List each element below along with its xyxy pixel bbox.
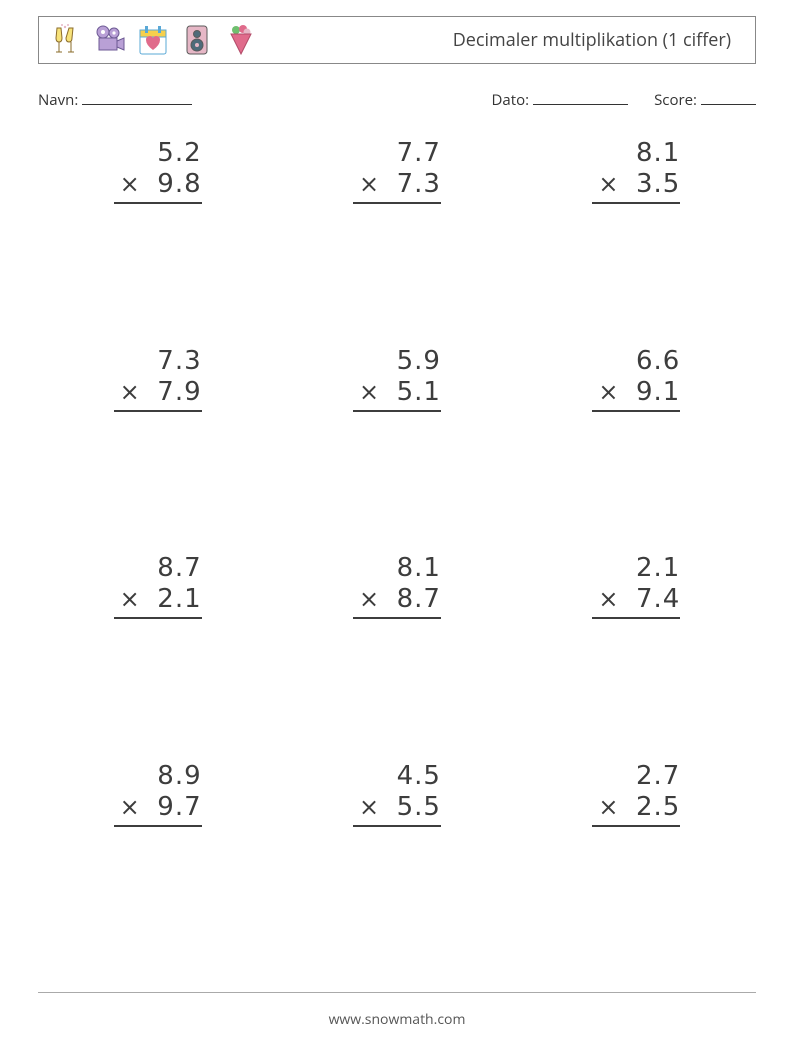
answer-bar — [592, 825, 680, 827]
name-label: Navn: — [38, 90, 78, 110]
multiply-operator: × — [598, 170, 622, 199]
multiplicand: 8.1 — [383, 553, 441, 584]
answer-bar — [353, 202, 441, 204]
answer-bar — [353, 617, 441, 619]
problem-1: 5.2×9.8 — [38, 130, 277, 338]
answer-bar — [114, 202, 202, 204]
answer-bar — [592, 617, 680, 619]
multiply-operator: × — [359, 378, 383, 407]
multiplier: 9.1 — [622, 377, 680, 408]
problem-12: 2.7×2.5 — [517, 753, 756, 961]
worksheet-page: Decimaler multiplikation (1 ciffer) Navn… — [0, 0, 794, 1053]
multiplier: 8.7 — [383, 584, 441, 615]
multiplicand: 7.7 — [383, 138, 441, 169]
funnel-icon — [223, 22, 259, 58]
answer-bar — [353, 410, 441, 412]
multiply-operator: × — [120, 378, 144, 407]
multiplier: 7.9 — [144, 377, 202, 408]
multiplier: 7.4 — [622, 584, 680, 615]
problem-4: 7.3×7.9 — [38, 338, 277, 546]
answer-bar — [353, 825, 441, 827]
multiplicand: 5.9 — [383, 346, 441, 377]
problem-6: 6.6×9.1 — [517, 338, 756, 546]
multiplicand: 8.7 — [144, 553, 202, 584]
movie-camera-icon — [91, 22, 127, 58]
multiplier: 2.5 — [622, 792, 680, 823]
answer-bar — [114, 617, 202, 619]
date-blank[interactable] — [533, 90, 628, 105]
multiplicand: 4.5 — [383, 761, 441, 792]
answer-bar — [592, 410, 680, 412]
multiplier: 7.3 — [383, 169, 441, 200]
multiplier: 2.1 — [144, 584, 202, 615]
multiplicand: 2.7 — [622, 761, 680, 792]
answer-bar — [114, 410, 202, 412]
problem-3: 8.1×3.5 — [517, 130, 756, 338]
header-icons — [47, 22, 259, 58]
multiply-operator: × — [120, 793, 144, 822]
multiplier: 3.5 — [622, 169, 680, 200]
answer-bar — [114, 825, 202, 827]
champagne-glasses-icon — [47, 22, 83, 58]
multiplier: 9.8 — [144, 169, 202, 200]
multiplier: 5.1 — [383, 377, 441, 408]
footer-rule — [38, 992, 756, 993]
date-label: Dato: — [492, 90, 530, 110]
problem-8: 8.1×8.7 — [277, 545, 516, 753]
header-box: Decimaler multiplikation (1 ciffer) — [38, 16, 756, 64]
worksheet-title: Decimaler multiplikation (1 ciffer) — [453, 28, 731, 52]
multiplicand: 5.2 — [144, 138, 202, 169]
multiply-operator: × — [359, 793, 383, 822]
multiplicand: 7.3 — [144, 346, 202, 377]
problems-grid: 5.2×9.87.7×7.38.1×3.57.3×7.95.9×5.16.6×9… — [38, 130, 756, 960]
multiplicand: 2.1 — [622, 553, 680, 584]
multiplicand: 6.6 — [622, 346, 680, 377]
info-line: Navn: Dato: Score: — [38, 90, 756, 110]
name-blank[interactable] — [82, 90, 192, 105]
problem-7: 8.7×2.1 — [38, 545, 277, 753]
multiplier: 9.7 — [144, 792, 202, 823]
multiply-operator: × — [359, 585, 383, 614]
multiply-operator: × — [359, 170, 383, 199]
problem-9: 2.1×7.4 — [517, 545, 756, 753]
multiply-operator: × — [120, 170, 144, 199]
multiply-operator: × — [598, 585, 622, 614]
multiply-operator: × — [120, 585, 144, 614]
problem-10: 8.9×9.7 — [38, 753, 277, 961]
problem-11: 4.5×5.5 — [277, 753, 516, 961]
multiply-operator: × — [598, 793, 622, 822]
calendar-heart-icon — [135, 22, 171, 58]
score-label: Score: — [654, 90, 697, 110]
problem-5: 5.9×5.1 — [277, 338, 516, 546]
score-blank[interactable] — [701, 90, 756, 105]
multiplicand: 8.1 — [622, 138, 680, 169]
multiplicand: 8.9 — [144, 761, 202, 792]
multiplier: 5.5 — [383, 792, 441, 823]
problem-2: 7.7×7.3 — [277, 130, 516, 338]
multiply-operator: × — [598, 378, 622, 407]
answer-bar — [592, 202, 680, 204]
footer-text: www.snowmath.com — [0, 1010, 794, 1029]
name-field: Navn: — [38, 90, 192, 110]
speaker-icon — [179, 22, 215, 58]
